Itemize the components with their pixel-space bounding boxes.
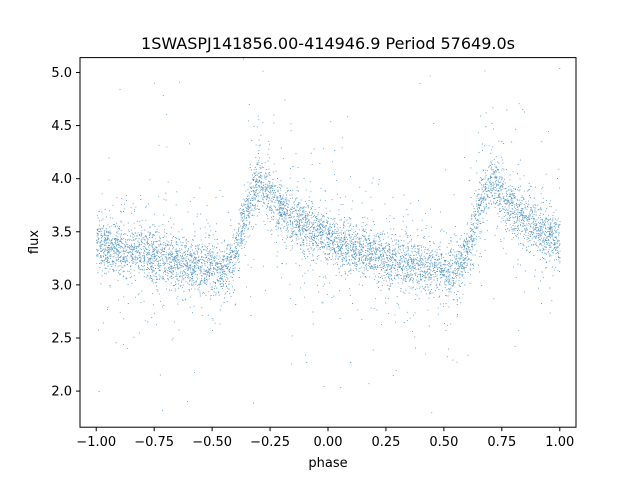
y-tick-label: 2.5 [51, 331, 72, 346]
x-tick-label: 0.00 [314, 435, 343, 450]
y-tick-label: 3.5 [51, 225, 72, 240]
data-points [96, 58, 561, 414]
scatter-points [96, 58, 561, 414]
x-tick-label: −0.75 [134, 435, 174, 450]
chart-title: 1SWASPJ141856.00-414946.9 Period 57649.0… [141, 34, 515, 53]
x-axis-label: phase [308, 456, 347, 471]
x-tick-label: 0.25 [371, 435, 400, 450]
y-axis-ticks: 2.0 2.5 3.0 3.5 4.0 4.5 5.0 [51, 66, 80, 400]
y-tick-label: 5.0 [51, 66, 72, 81]
y-tick-label: 4.0 [51, 172, 72, 187]
x-tick-label: 0.75 [487, 435, 516, 450]
x-axis-ticks: −1.00 −0.75 −0.50 −0.25 0.00 0.25 0.50 0.75 1.00 [76, 427, 574, 450]
x-tick-label: 0.50 [429, 435, 458, 450]
x-tick-label: 1.00 [545, 435, 574, 450]
y-tick-label: 2.0 [51, 385, 72, 400]
y-axis-label: flux [27, 230, 42, 254]
x-tick-label: −1.00 [76, 435, 116, 450]
x-tick-label: −0.50 [192, 435, 232, 450]
y-tick-label: 4.5 [51, 119, 72, 134]
y-tick-label: 3.0 [51, 278, 72, 293]
x-tick-label: −0.25 [250, 435, 290, 450]
